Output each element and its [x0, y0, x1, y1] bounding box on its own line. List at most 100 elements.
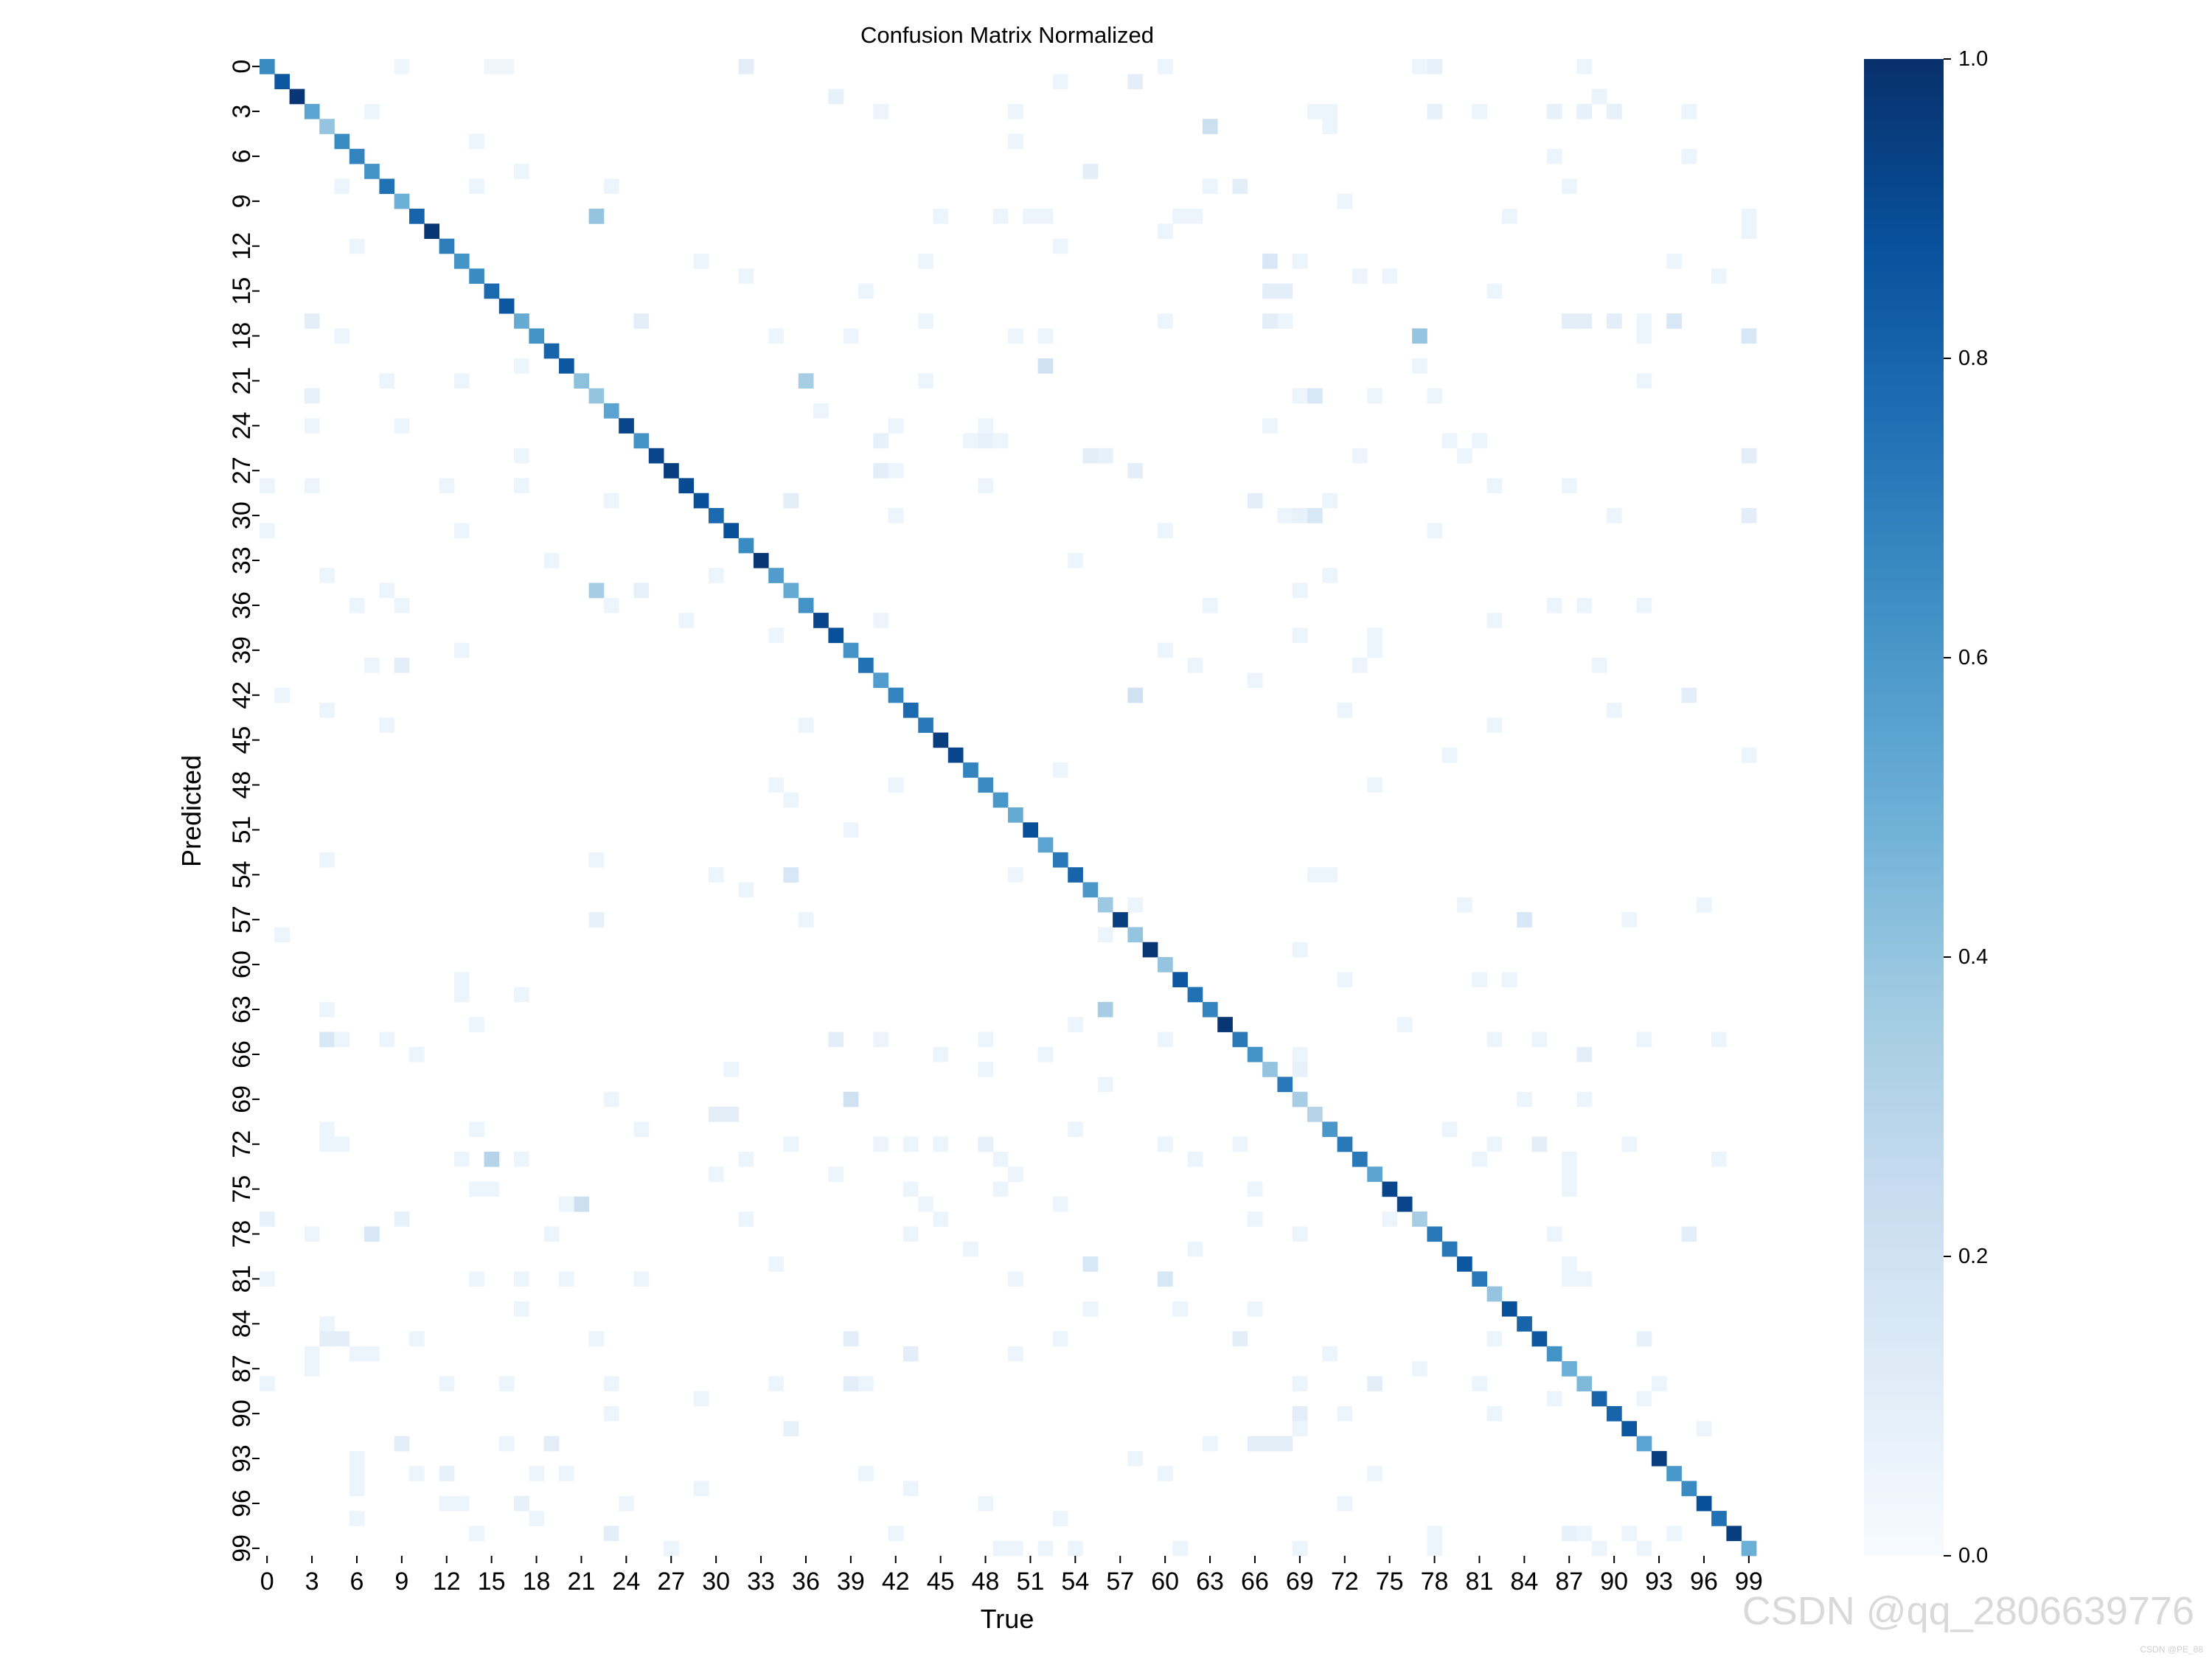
heatmap-cell — [379, 582, 395, 599]
heatmap-cell — [858, 283, 874, 299]
heatmap-cell — [394, 1436, 410, 1452]
heatmap-cell — [559, 358, 574, 374]
heatmap-cell — [274, 927, 290, 943]
heatmap-cell — [1187, 1151, 1203, 1167]
heatmap-cell — [1292, 942, 1308, 958]
heatmap-cell — [918, 253, 933, 269]
heatmap-cell — [1711, 1151, 1727, 1167]
heatmap-cell — [978, 1032, 994, 1048]
heatmap-cell — [319, 1001, 335, 1018]
heatmap-cell — [693, 1391, 709, 1407]
heatmap-cell — [1576, 597, 1593, 613]
heatmap-cell — [1666, 1526, 1682, 1542]
heatmap-cell — [1158, 313, 1173, 329]
heatmap-cell — [1591, 1540, 1607, 1557]
heatmap-cell — [873, 672, 888, 688]
heatmap-cell — [439, 1376, 455, 1392]
x-tick-label: 66 — [1241, 1568, 1269, 1596]
heatmap-cell — [1531, 1032, 1548, 1048]
heatmap-cell — [1517, 912, 1532, 928]
heatmap-cell — [349, 1481, 365, 1497]
heatmap-cell — [978, 777, 994, 793]
heatmap-cell — [1367, 642, 1382, 658]
heatmap-cell — [648, 448, 664, 464]
heatmap-cell — [1562, 1361, 1577, 1377]
heatmap-cell — [1427, 523, 1443, 538]
heatmap-cell — [1486, 1286, 1503, 1302]
heatmap-cell — [1337, 702, 1353, 718]
y-tick-label: 24 — [228, 411, 256, 439]
y-tick-label: 3 — [228, 105, 256, 119]
heatmap-cell — [379, 1032, 395, 1048]
heatmap-cell — [1158, 1271, 1173, 1287]
heatmap-cell — [1427, 1540, 1443, 1557]
heatmap-cell — [709, 1107, 724, 1122]
heatmap-cell — [334, 1032, 350, 1048]
heatmap-cell — [1427, 59, 1443, 74]
heatmap-cell — [1412, 59, 1427, 74]
chart-title: Confusion Matrix Normalized — [860, 22, 1154, 48]
heatmap-cell — [664, 463, 679, 479]
heatmap-cell — [1127, 463, 1144, 479]
x-tick-label: 60 — [1151, 1568, 1179, 1596]
heatmap-cell — [992, 433, 1009, 449]
heatmap-cell — [1008, 807, 1023, 823]
heatmap-cell — [349, 1346, 365, 1362]
heatmap-cell — [1262, 1436, 1278, 1452]
heatmap-cell — [1441, 433, 1458, 449]
heatmap-cell — [1562, 1166, 1577, 1182]
heatmap-cell — [738, 268, 754, 284]
heatmap-cell — [498, 298, 515, 314]
heatmap-cell — [693, 253, 709, 269]
y-tick-label: 0 — [228, 60, 256, 74]
y-tick-label: 99 — [228, 1534, 256, 1562]
heatmap-cell — [260, 1376, 275, 1392]
y-tick-label: 18 — [228, 322, 256, 350]
heatmap-cell — [1576, 1271, 1593, 1287]
heatmap-cell — [1037, 1046, 1054, 1062]
x-tick-label: 6 — [349, 1568, 364, 1596]
heatmap-cell — [588, 912, 605, 928]
heatmap-cell — [514, 358, 529, 374]
heatmap-cell — [469, 1526, 484, 1542]
heatmap-cell — [1292, 1046, 1308, 1062]
heatmap-cell — [873, 433, 888, 449]
heatmap-cell — [1562, 478, 1577, 494]
heatmap-cell — [1068, 867, 1083, 883]
heatmap-cell — [1607, 702, 1622, 718]
heatmap-cell — [1546, 1346, 1562, 1362]
heatmap-cell — [1307, 103, 1323, 119]
heatmap-cell — [1172, 1540, 1188, 1557]
heatmap-cell — [514, 448, 529, 464]
heatmap-cell — [1008, 1346, 1023, 1362]
heatmap-cell — [364, 1226, 380, 1242]
heatmap-cell — [1562, 1256, 1577, 1272]
x-tick-label: 78 — [1421, 1568, 1449, 1596]
heatmap-cell — [1068, 1540, 1083, 1557]
heatmap-cell — [1262, 418, 1278, 434]
heatmap-cell — [918, 313, 933, 329]
heatmap-cell — [1307, 1107, 1323, 1122]
heatmap-cell — [858, 1466, 874, 1481]
heatmap-cell — [633, 1271, 650, 1287]
heatmap-cell — [992, 792, 1009, 808]
heatmap-cell — [364, 658, 380, 673]
heatmap-cell — [588, 209, 605, 224]
heatmap-cell — [1172, 1301, 1188, 1317]
heatmap-cell — [843, 328, 859, 344]
heatmap-cell — [1562, 178, 1577, 195]
heatmap-cell — [798, 912, 814, 928]
heatmap-cell — [1023, 209, 1038, 224]
heatmap-cell — [319, 1121, 335, 1137]
heatmap-cell — [1052, 1511, 1068, 1526]
y-tick-label: 81 — [228, 1265, 256, 1293]
heatmap-cell — [1262, 283, 1278, 299]
heatmap-cell — [1741, 508, 1757, 524]
heatmap-cell — [364, 164, 380, 179]
heatmap-cell — [1486, 717, 1503, 733]
heatmap-cell — [1008, 133, 1023, 150]
y-tick-label: 33 — [228, 546, 256, 574]
y-tick-label: 63 — [228, 995, 256, 1023]
heatmap-cell — [1292, 1421, 1308, 1436]
heatmap-cell — [1247, 493, 1263, 509]
